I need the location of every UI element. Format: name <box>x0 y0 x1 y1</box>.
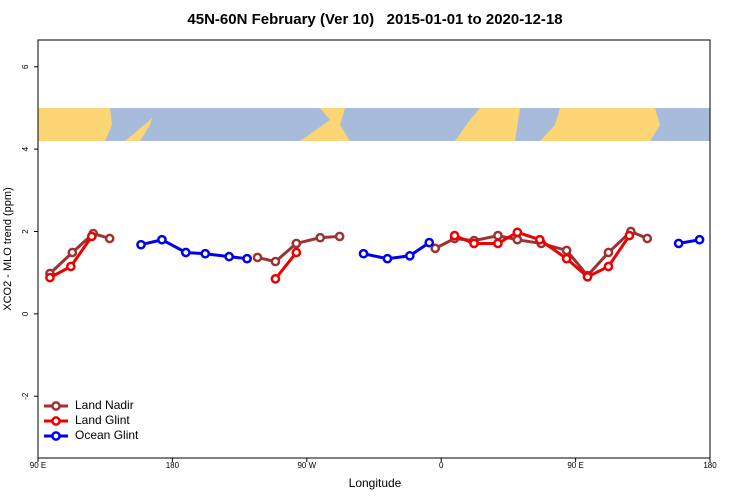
point <box>603 247 614 258</box>
point <box>449 230 460 241</box>
plot-frame <box>37 39 711 459</box>
y-axis-label: XCO2 - MLO trend (ppm) <box>2 187 14 310</box>
point <box>67 247 78 258</box>
point <box>430 243 441 254</box>
point <box>512 234 523 245</box>
x-tick-label: 180 <box>703 461 717 470</box>
point <box>252 252 263 263</box>
point <box>104 233 115 244</box>
legend-marker <box>51 401 61 411</box>
point <box>200 248 211 259</box>
point <box>180 247 191 258</box>
point <box>270 256 281 267</box>
x-tick-label: 180 <box>166 461 180 470</box>
map-band <box>38 108 710 141</box>
chart-title: 45N-60N February (Ver 10) 2015-01-01 to … <box>187 11 562 28</box>
point <box>424 237 435 248</box>
y-tick-label: -2 <box>21 392 30 400</box>
point <box>603 261 614 272</box>
x-tick-label: 90 E <box>30 461 46 470</box>
point <box>270 274 281 284</box>
point <box>136 239 146 250</box>
point <box>642 233 653 244</box>
point <box>404 250 415 261</box>
point <box>694 234 705 245</box>
point <box>624 230 635 241</box>
y-tick-label: 0 <box>21 311 30 316</box>
x-tick-label: 90 W <box>297 461 316 470</box>
point <box>315 232 326 243</box>
point <box>157 234 167 245</box>
point <box>45 272 55 283</box>
point <box>582 271 593 282</box>
point <box>242 253 252 264</box>
point <box>493 238 503 249</box>
legend-label: Land Glint <box>75 413 130 427</box>
point <box>534 234 545 245</box>
point <box>358 248 369 259</box>
point <box>86 231 97 242</box>
point <box>291 238 302 249</box>
point <box>512 227 523 238</box>
point <box>469 238 479 249</box>
legend-label: Land Nadir <box>75 398 134 412</box>
x-axis-label: Longitude <box>349 476 402 490</box>
point <box>224 251 234 262</box>
legend-marker <box>51 431 61 441</box>
point <box>673 238 684 249</box>
x-tick-label: 0 <box>439 461 444 470</box>
point <box>561 253 572 264</box>
y-tick-label: 6 <box>21 64 30 69</box>
point <box>561 245 572 256</box>
x-tick-label: 90 E <box>567 461 583 470</box>
legend-label: Ocean Glint <box>75 428 139 442</box>
y-tick-label: 2 <box>21 229 30 234</box>
point <box>291 247 302 258</box>
point <box>382 253 393 264</box>
y-tick-label: 4 <box>21 146 30 151</box>
point <box>493 230 503 241</box>
legend-marker <box>51 416 61 426</box>
point <box>66 261 76 272</box>
point <box>334 231 345 242</box>
